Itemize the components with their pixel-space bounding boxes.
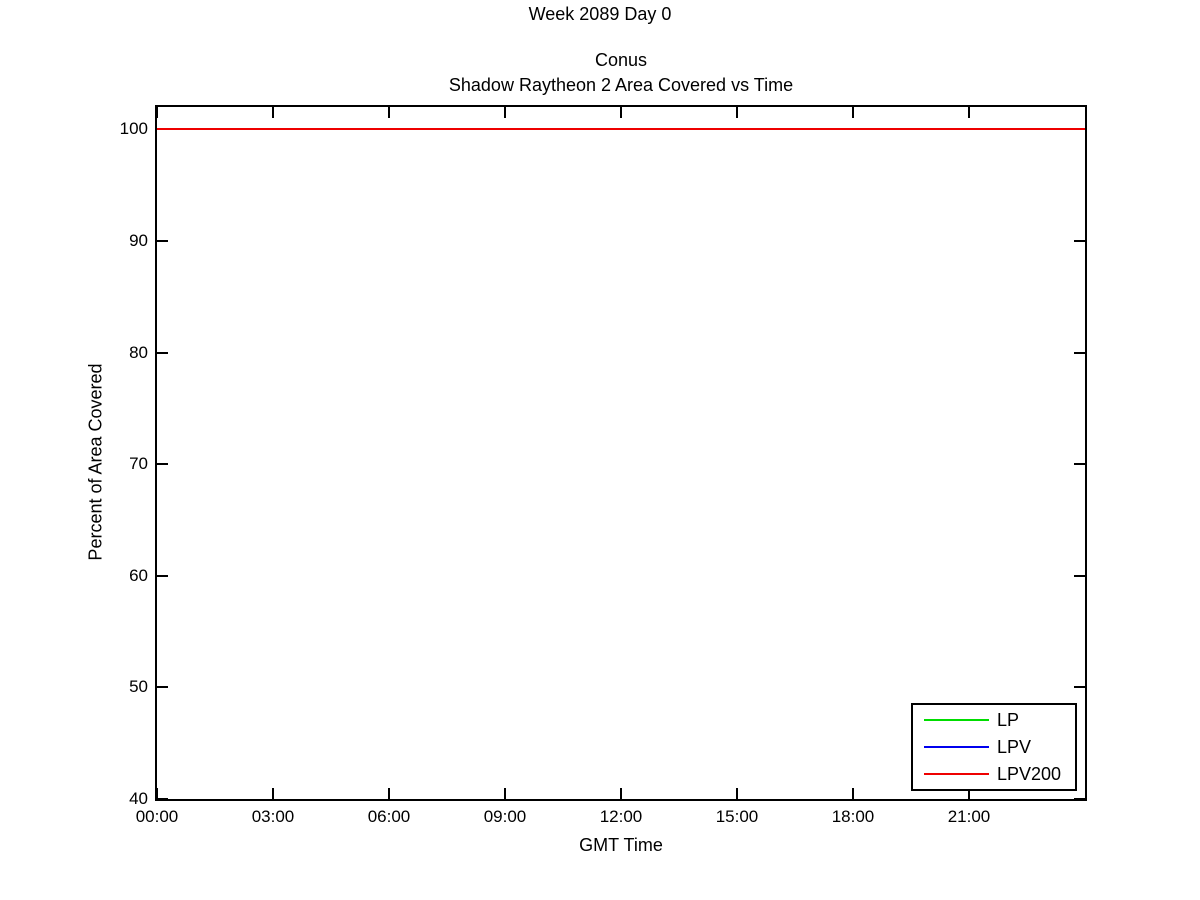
y-tick-right [1074,686,1085,689]
x-tick-label: 12:00 [599,807,643,826]
x-tick-bottom [620,788,622,799]
x-tick-top [620,107,622,118]
legend-label: LPV [997,736,1032,757]
legend-label: LPV200 [997,763,1062,784]
y-tick-label: 50 [129,677,148,697]
x-tick-top [852,107,854,118]
x-tick-top [736,107,738,118]
legend: LP LPV LPV200 [911,703,1077,791]
y-tick-label: 80 [129,342,148,362]
y-tick-label: 90 [129,230,148,250]
x-tick-top [272,107,274,118]
x-tick-top [388,107,390,118]
y-tick-right [1074,798,1085,800]
y-tick-label: 60 [129,565,148,585]
x-tick-bottom [272,788,274,799]
x-tick-label: 21:00 [947,807,991,826]
y-tick-label: 70 [129,454,148,474]
y-tick-left [157,798,168,800]
x-tick-bottom [156,788,158,799]
x-tick-top [156,107,158,118]
legend-line-swatch [924,745,989,748]
x-tick-bottom [504,788,506,799]
x-tick-label: 06:00 [367,807,411,826]
legend-line-swatch [924,719,989,722]
x-axis-label: GMT Time [579,835,663,855]
y-tick-left [157,574,168,577]
legend-item-lpv200: LPV200 [913,761,1075,787]
y-tick-label: 100 [119,119,148,139]
x-tick-bottom [852,788,854,799]
x-tick-label: 00:00 [135,807,179,826]
x-tick-label: 03:00 [251,807,295,826]
axes-title: Conus Shadow Raytheon 2 Area Covered vs … [156,48,1086,98]
x-tick-bottom [388,788,390,799]
x-tick-label: 09:00 [483,807,527,826]
x-tick-bottom [968,788,970,799]
x-tick-bottom [736,788,738,799]
plot-area [155,105,1087,801]
y-tick-right [1074,574,1085,577]
y-tick-right [1074,463,1085,466]
x-tick-top [968,107,970,118]
axes-title-line-2: Shadow Raytheon 2 Area Covered vs Time [448,75,794,95]
legend-line-swatch [924,772,989,775]
x-tick-label: 15:00 [715,807,759,826]
legend-label: LP [997,710,1020,731]
x-tick-top [504,107,506,118]
y-tick-left [157,686,168,689]
y-tick-left [157,239,168,242]
legend-item-lpv: LPV [913,734,1075,760]
y-tick-right [1074,351,1085,354]
series-line-lpv200 [157,128,1085,131]
y-tick-left [157,351,168,354]
axes-title-line-1: Conus [594,50,648,70]
figure-suptitle: Week 2089 Day 0 [528,4,672,24]
legend-item-lp: LP [913,707,1075,733]
x-tick-label: 18:00 [831,807,875,826]
y-tick-left [157,463,168,466]
y-tick-right [1074,239,1085,242]
y-tick-label: 40 [129,789,148,808]
